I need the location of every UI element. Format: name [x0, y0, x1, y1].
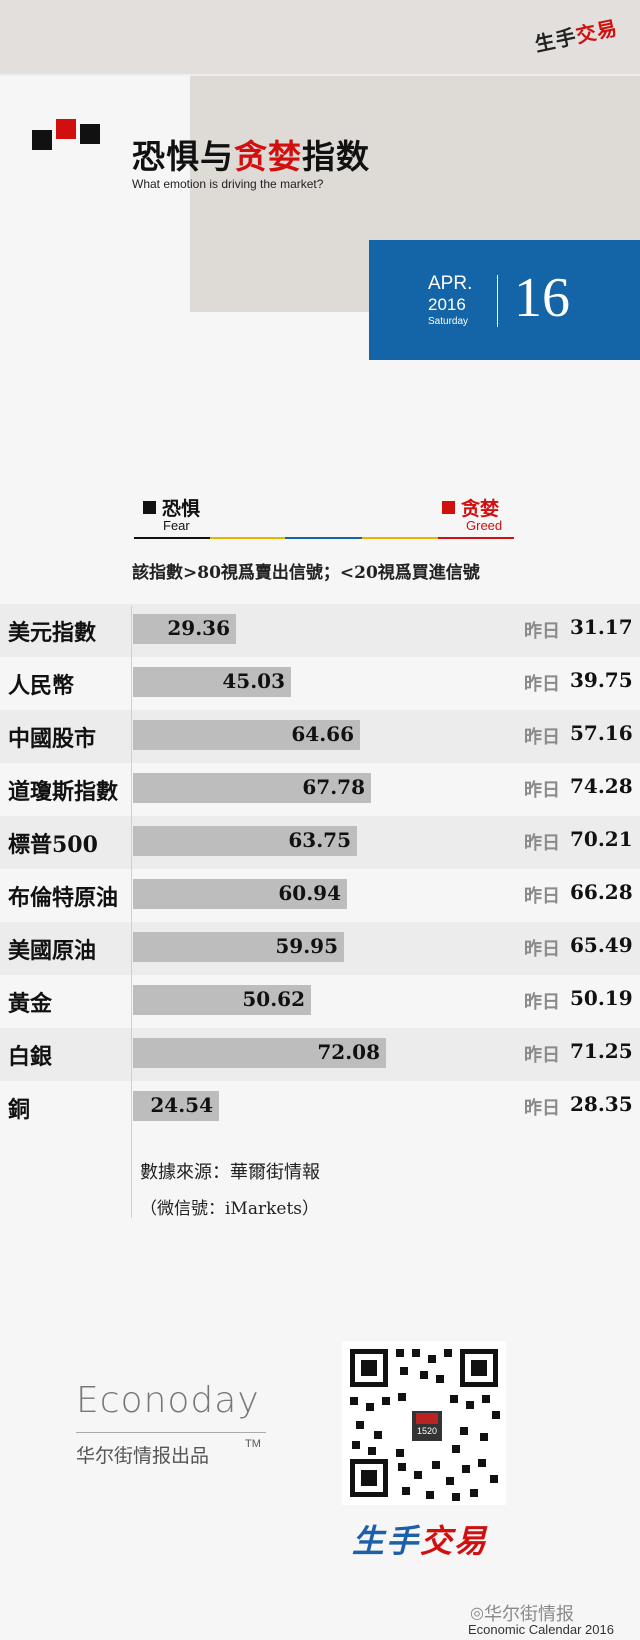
signal-note: 該指數>80視爲賣出信號；<20視爲買進信號	[132, 563, 480, 583]
value-bar	[133, 1091, 219, 1121]
previous-label: 昨日	[524, 674, 560, 695]
date-weekday: Saturday	[428, 316, 469, 327]
date-divider	[497, 275, 498, 327]
scale-segment-2	[210, 537, 285, 539]
previous-label: 昨日	[524, 833, 560, 854]
brand-logo-bottom: 生手交易	[352, 1522, 489, 1560]
wechat-icon: ◎	[470, 1603, 484, 1622]
value-label: 50.62	[242, 987, 305, 1011]
value-bar	[133, 826, 357, 856]
previous-value: 28.35	[570, 1092, 633, 1116]
page-subtitle: What emotion is driving the market?	[132, 177, 324, 191]
econoday-subtitle: 华尔街情报出品	[76, 1445, 210, 1467]
category-label: 美國原油	[8, 938, 97, 964]
scale-segment-fear	[134, 537, 210, 539]
date-box: APR. 2016 Saturday 16	[369, 240, 640, 360]
value-bar	[133, 985, 311, 1015]
value-label: 45.03	[222, 669, 285, 693]
econoday-divider	[76, 1432, 266, 1433]
previous-label: 昨日	[524, 939, 560, 960]
previous-label: 昨日	[524, 621, 560, 642]
category-label: 布倫特原油	[8, 885, 119, 911]
legend-greed: 贪婪	[442, 494, 499, 521]
value-label: 24.54	[150, 1093, 213, 1117]
previous-label: 昨日	[524, 780, 560, 801]
logo-square-black-1	[32, 130, 52, 150]
watermark: 华尔街情报	[484, 1604, 574, 1625]
value-bar	[133, 932, 344, 962]
previous-value: 31.17	[570, 615, 633, 639]
value-label: 67.78	[302, 775, 365, 799]
qr-code-icon	[350, 1349, 500, 1501]
qr-badge: 1520	[409, 1408, 445, 1444]
scale-segment-neutral	[285, 537, 362, 539]
category-label: 中國股市	[8, 726, 97, 752]
value-bar	[133, 667, 291, 697]
category-label: 白銀	[8, 1044, 53, 1070]
qr-badge-text: 1520	[416, 1426, 438, 1436]
value-label: 59.95	[275, 934, 338, 958]
page-title: 恐惧与贪婪指数	[132, 137, 370, 176]
value-bar	[133, 614, 236, 644]
previous-value: 65.49	[570, 933, 633, 957]
scale-segment-greed	[438, 537, 514, 539]
previous-label: 昨日	[524, 727, 560, 748]
previous-value: 39.75	[570, 668, 633, 692]
value-label: 29.36	[167, 616, 230, 640]
scale-segment-4	[362, 537, 438, 539]
logo-square-red	[56, 119, 76, 139]
greed-square-icon	[442, 501, 455, 514]
date-day: 16	[514, 267, 570, 329]
data-source: 數據來源：華爾街情報	[140, 1162, 320, 1183]
wechat-id: （微信號：iMarkets）	[140, 1199, 320, 1219]
trademark: TM	[245, 1438, 261, 1450]
legend-greed-en: Greed	[466, 518, 503, 533]
category-label: 人民幣	[8, 673, 75, 699]
value-bar	[133, 879, 347, 909]
previous-value: 57.16	[570, 721, 633, 745]
value-label: 64.66	[291, 722, 354, 746]
fear-square-icon	[143, 501, 156, 514]
category-label: 道瓊斯指數	[8, 779, 119, 805]
date-month: APR.	[428, 273, 473, 294]
top-banner	[0, 0, 640, 76]
previous-label: 昨日	[524, 1045, 560, 1066]
chart-row	[0, 604, 640, 657]
value-label: 63.75	[288, 828, 351, 852]
footer-calendar: Economic Calendar 2016	[468, 1622, 614, 1637]
value-label: 72.08	[317, 1040, 380, 1064]
chart-axis	[131, 606, 132, 1218]
previous-value: 71.25	[570, 1039, 633, 1063]
previous-value: 66.28	[570, 880, 633, 904]
value-label: 60.94	[278, 881, 341, 905]
qr-code: 1520	[342, 1341, 506, 1505]
previous-value: 74.28	[570, 774, 633, 798]
previous-label: 昨日	[524, 992, 560, 1013]
value-bar	[133, 773, 371, 803]
category-label: 標普500	[8, 832, 98, 858]
date-year: 2016	[428, 295, 466, 314]
value-bar	[133, 1038, 386, 1068]
legend-fear-en: Fear	[163, 518, 190, 533]
previous-value: 50.19	[570, 986, 633, 1010]
category-label: 美元指數	[8, 620, 97, 646]
legend-fear: 恐惧	[143, 494, 200, 521]
category-label: 銅	[8, 1097, 31, 1123]
category-label: 黃金	[8, 991, 53, 1017]
logo-square-black-2	[80, 124, 100, 144]
previous-value: 70.21	[570, 827, 633, 851]
econoday-logo: Econoday	[76, 1380, 260, 1421]
value-bar	[133, 720, 360, 750]
previous-label: 昨日	[524, 886, 560, 907]
flag-icon	[416, 1413, 438, 1424]
previous-label: 昨日	[524, 1098, 560, 1119]
